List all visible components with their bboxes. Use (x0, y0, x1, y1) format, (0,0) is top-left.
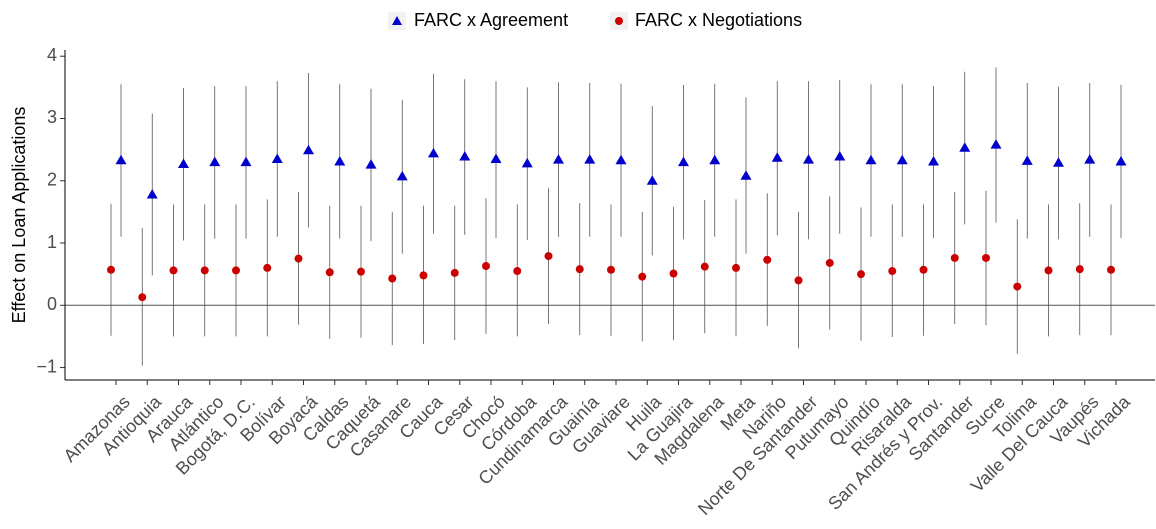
triangle-marker (1053, 157, 1064, 167)
triangle-marker (803, 154, 814, 164)
circle-marker (169, 266, 178, 275)
circle-marker (388, 274, 397, 283)
triangle-marker (146, 188, 158, 199)
triangle-marker (334, 155, 346, 166)
triangle-marker (928, 155, 939, 166)
circle-marker (638, 272, 647, 281)
legend-symbol (392, 16, 402, 25)
triangle-marker (1084, 154, 1096, 164)
triangle-marker (115, 154, 127, 165)
circle-marker (888, 267, 897, 276)
triangle-marker (740, 170, 752, 180)
circle-marker (232, 266, 240, 275)
legend-label: FARC x Agreement (414, 10, 568, 30)
circle-marker (794, 276, 803, 285)
triangle-marker (428, 147, 439, 158)
triangle-marker (584, 154, 596, 164)
circle-marker (575, 265, 584, 274)
legend-label: FARC x Negotiations (635, 10, 802, 30)
triangle-marker (396, 170, 408, 181)
y-axis-title: Effect on Loan Applications (9, 107, 29, 324)
triangle-marker (646, 175, 658, 185)
circle-marker (482, 262, 490, 271)
circle-marker (513, 267, 522, 276)
circle-marker (294, 254, 303, 263)
circle-marker (138, 293, 147, 302)
circle-marker (700, 262, 709, 271)
circle-marker (544, 252, 553, 261)
triangle-marker (678, 156, 689, 167)
triangle-marker (521, 157, 533, 168)
triangle-marker (553, 154, 564, 164)
circle-marker (982, 253, 990, 262)
y-tick-label: 3 (47, 107, 57, 127)
triangle-marker (771, 152, 783, 162)
circle-marker (450, 268, 459, 277)
circle-marker (732, 263, 740, 272)
triangle-marker (303, 144, 314, 155)
circle-marker (607, 265, 615, 274)
circle-marker (1013, 282, 1022, 291)
circle-marker (919, 265, 928, 274)
triangle-marker (1021, 155, 1033, 165)
triangle-marker (271, 153, 283, 163)
triangle-marker (896, 154, 908, 165)
triangle-marker (365, 159, 377, 169)
triangle-marker (834, 150, 846, 161)
triangle-marker (959, 142, 971, 152)
triangle-marker (178, 158, 189, 168)
triangle-marker (990, 139, 1002, 149)
triangle-marker (615, 154, 627, 165)
triangle-marker (709, 154, 721, 165)
circle-marker (763, 255, 772, 264)
triangle-marker (459, 150, 471, 161)
legend-symbol (615, 17, 623, 25)
circle-marker (950, 253, 959, 262)
circle-marker (1044, 266, 1053, 275)
triangle-marker (1115, 155, 1127, 166)
circle-marker (857, 270, 865, 279)
y-tick-label: 4 (47, 45, 57, 65)
y-tick-label: 0 (47, 294, 57, 314)
circle-marker (1107, 265, 1115, 274)
y-tick-label: 2 (47, 170, 57, 190)
circle-marker (1075, 265, 1084, 274)
circle-marker (200, 266, 209, 275)
triangle-marker (865, 154, 877, 165)
circle-marker (419, 271, 428, 280)
circle-marker (263, 263, 272, 272)
triangle-marker (490, 153, 502, 163)
y-tick-label: −1 (36, 356, 57, 376)
circle-marker (107, 265, 115, 274)
circle-marker (669, 269, 678, 278)
triangle-marker (209, 156, 221, 167)
circle-marker (325, 268, 334, 277)
y-tick-label: 1 (47, 232, 57, 252)
circle-marker (825, 258, 834, 267)
circle-marker (357, 267, 365, 276)
triangle-marker (240, 156, 252, 167)
